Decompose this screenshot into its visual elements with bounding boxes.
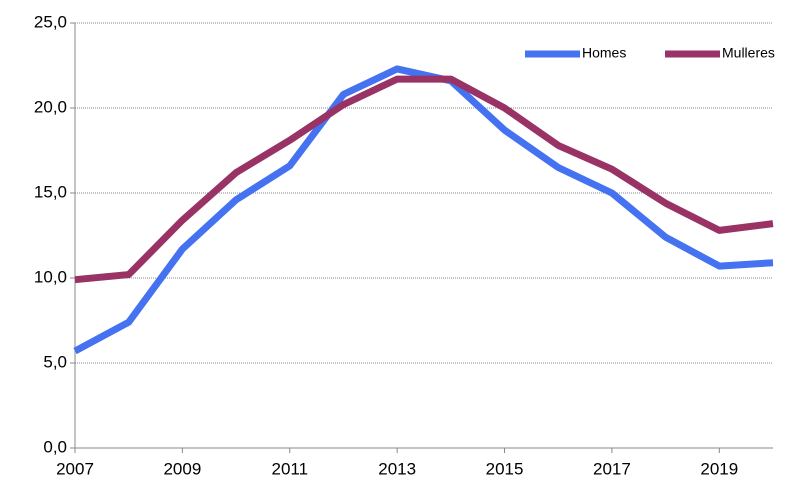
line-series bbox=[73, 65, 774, 355]
y-tick-label: 5,0 bbox=[43, 352, 67, 371]
x-tick-label: 2007 bbox=[56, 459, 94, 478]
y-tick-label: 20,0 bbox=[34, 97, 67, 116]
x-tick-label: 2017 bbox=[593, 459, 631, 478]
y-tick-label: 10,0 bbox=[34, 267, 67, 286]
x-tick-label: 2015 bbox=[486, 459, 524, 478]
y-tick-label: 15,0 bbox=[34, 182, 67, 201]
legend-label: Mulleres bbox=[722, 45, 775, 61]
y-tick-label: 25,0 bbox=[34, 12, 67, 31]
y-tick-label: 0,0 bbox=[43, 437, 67, 456]
x-tick-label: 2011 bbox=[271, 459, 308, 478]
x-tick-label: 2019 bbox=[700, 459, 738, 478]
legend-label: Homes bbox=[582, 45, 626, 61]
x-tick-label: 2009 bbox=[163, 459, 201, 478]
line-series bbox=[74, 75, 774, 284]
x-tick-label: 2013 bbox=[378, 459, 416, 478]
